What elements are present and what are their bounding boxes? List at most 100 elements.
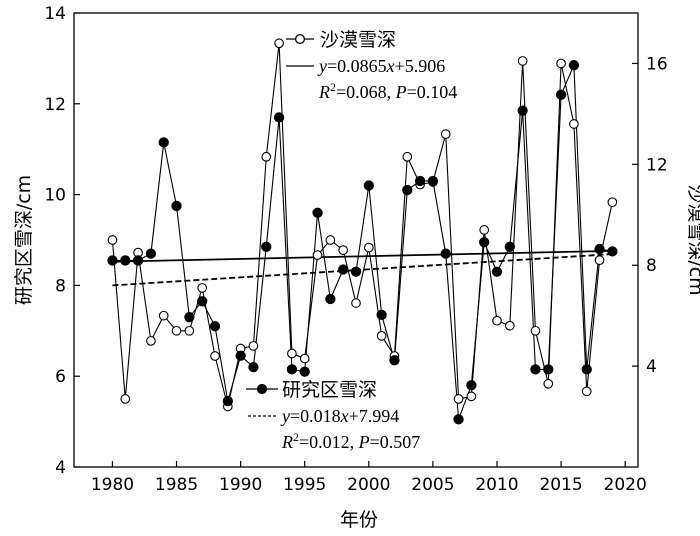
legend-study-equation: y=0.018x+7.994: [280, 406, 399, 426]
point-study: [479, 237, 490, 248]
x-tick-label: 2015: [539, 475, 582, 495]
point-study: [530, 364, 541, 375]
point-desert: [479, 225, 490, 235]
point-study: [504, 241, 515, 252]
axes: 1980 1985 1990 1995 2000 2005 2010 2015 2020 4 6 8 1…: [44, 4, 667, 495]
y-axis-right-title: 沙漠雪深/cm: [685, 184, 700, 295]
y-axis-left-title: 研究区雪深/cm: [13, 175, 35, 305]
point-desert: [248, 341, 259, 351]
point-desert: [274, 38, 284, 49]
point-study: [286, 364, 298, 375]
point-desert: [184, 325, 195, 336]
point-study: [440, 248, 451, 259]
point-study: [325, 293, 336, 305]
point-study: [145, 248, 157, 259]
point-study: [107, 255, 118, 266]
series-group: [107, 38, 618, 425]
plot-frame: [73, 12, 639, 468]
point-study: [350, 266, 362, 277]
y-right-tick-label: 12: [646, 155, 668, 175]
point-desert: [492, 315, 502, 326]
point-desert: [261, 151, 272, 162]
point-study: [568, 60, 580, 71]
point-study: [555, 89, 567, 100]
x-tick-label: 1995: [283, 475, 326, 495]
point-study: [389, 355, 400, 366]
point-study: [197, 296, 208, 307]
y-left-tick-label: 14: [44, 4, 66, 24]
point-study: [171, 200, 182, 212]
point-study: [184, 312, 195, 323]
x-tick-label: 1980: [91, 475, 134, 495]
point-desert: [402, 151, 413, 162]
x-tick-label: 1990: [219, 475, 262, 495]
point-study: [261, 241, 272, 252]
point-study: [209, 321, 221, 332]
point-desert: [338, 245, 349, 255]
point-study: [248, 361, 259, 373]
point-desert: [504, 320, 515, 331]
point-study: [299, 366, 310, 377]
point-desert: [594, 255, 605, 266]
legend-desert-label: 沙漠雪深: [320, 29, 396, 51]
point-study: [491, 266, 503, 277]
point-desert: [197, 283, 208, 293]
point-study: [363, 180, 374, 191]
point-study: [158, 137, 169, 148]
point-desert: [146, 336, 156, 346]
point-desert: [363, 242, 374, 253]
point-study: [376, 309, 387, 321]
point-study: [414, 175, 426, 187]
y-right-tick-label: 16: [646, 54, 668, 74]
point-desert: [543, 378, 554, 389]
point-desert: [569, 119, 579, 129]
point-desert: [120, 394, 131, 404]
x-tick-label: 2020: [604, 475, 647, 495]
legend-desert-marker: [294, 33, 306, 45]
point-study: [235, 350, 246, 361]
point-desert: [351, 298, 361, 308]
legend-study: 研究区雪深 y=0.018x+7.994 R2=0.012, P=0.507: [246, 379, 420, 452]
y-left-tick-label: 8: [55, 276, 66, 296]
point-study: [222, 396, 233, 407]
point-study: [594, 243, 605, 255]
point-desert: [299, 353, 310, 364]
y-right-tick-label: 8: [646, 256, 657, 276]
point-study: [466, 380, 477, 391]
point-desert: [581, 386, 592, 397]
legend-study-marker: [256, 383, 268, 395]
x-tick-label: 2000: [347, 475, 390, 495]
point-desert: [325, 235, 336, 245]
point-desert: [530, 325, 541, 336]
point-study: [338, 264, 349, 275]
legend-study-label: 研究区雪深: [282, 379, 377, 401]
point-study: [273, 112, 285, 123]
point-desert: [210, 351, 220, 361]
y-left-tick-label: 6: [55, 367, 66, 387]
point-desert: [517, 56, 528, 66]
y-left-tick-label: 12: [44, 95, 66, 115]
point-study: [120, 255, 131, 266]
x-tick-label: 2005: [411, 475, 454, 495]
point-desert: [107, 235, 118, 245]
point-study: [581, 364, 592, 375]
point-desert: [287, 348, 297, 359]
trend-line-desert: [112, 249, 613, 263]
legend-desert-stats: R2=0.068, P=0.104: [318, 80, 457, 102]
point-desert: [607, 197, 618, 208]
legend-desert: 沙漠雪深 y=0.0865x+5.906 R2=0.068, P=0.104: [286, 29, 457, 102]
legend-study-stats: R2=0.012, P=0.507: [281, 430, 420, 452]
point-study: [607, 246, 618, 257]
point-desert: [466, 391, 477, 402]
point-desert: [376, 330, 387, 341]
point-study: [402, 184, 413, 196]
y-left-tick-label: 10: [44, 186, 66, 206]
point-desert: [556, 58, 566, 69]
point-desert: [312, 250, 323, 260]
trend-line-study: [112, 253, 613, 287]
y-left-tick-label: 4: [55, 458, 66, 478]
x-tick-label: 2010: [475, 475, 518, 495]
point-study: [312, 207, 323, 218]
y-right-tick-label: 4: [646, 357, 657, 377]
